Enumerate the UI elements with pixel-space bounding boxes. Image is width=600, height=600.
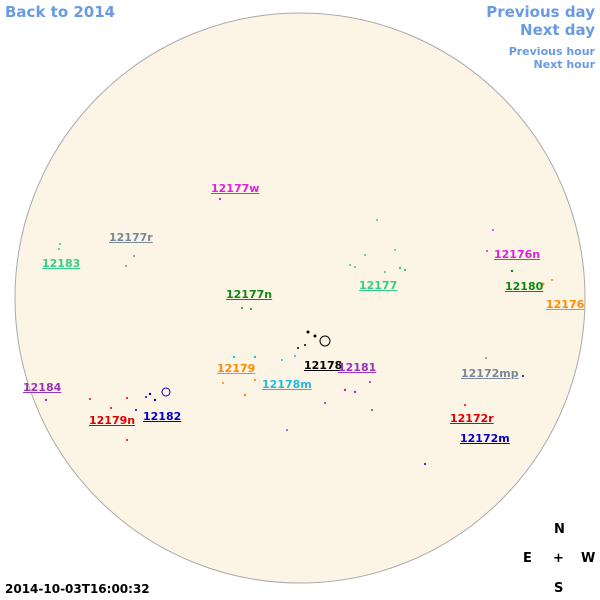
compass-south: S [554,581,564,596]
back-link[interactable]: Back to 2014 [5,3,116,21]
region-link[interactable]: 12172r [450,412,494,425]
compass-north: N [554,522,565,537]
region-link[interactable]: 12176 [546,298,585,311]
region-link[interactable]: 12179n [89,414,136,427]
region-link[interactable]: 12183 [42,257,81,270]
region-link[interactable]: 12177 [359,279,398,292]
region-link[interactable]: 12178m [262,378,312,391]
region-link[interactable]: 12172m [460,432,510,445]
compass-center: + [553,551,564,566]
region-link[interactable]: 12180 [505,280,544,293]
next-hour-link[interactable]: Next hour [533,58,596,71]
region-link[interactable]: 12172mp [461,367,519,380]
region-link[interactable]: 12177w [211,182,260,195]
previous-day-link[interactable]: Previous day [486,3,595,21]
region-link[interactable]: 12181 [338,361,377,374]
region-link[interactable]: 12182 [143,410,182,423]
timestamp: 2014-10-03T16:00:32 [5,582,150,596]
region-link[interactable]: 12177r [109,231,153,244]
compass-west: W [581,551,596,566]
previous-hour-link[interactable]: Previous hour [508,45,595,58]
region-link[interactable]: 12176n [494,248,541,261]
sunspots [44,197,553,465]
next-day-link[interactable]: Next day [520,21,595,39]
region-link[interactable]: 12177n [226,288,273,301]
compass-east: E [523,551,532,566]
solar-disk [14,12,586,584]
region-link[interactable]: 12179 [217,362,256,375]
region-link[interactable]: 12184 [23,381,62,394]
region-link[interactable]: 12178 [304,359,343,372]
